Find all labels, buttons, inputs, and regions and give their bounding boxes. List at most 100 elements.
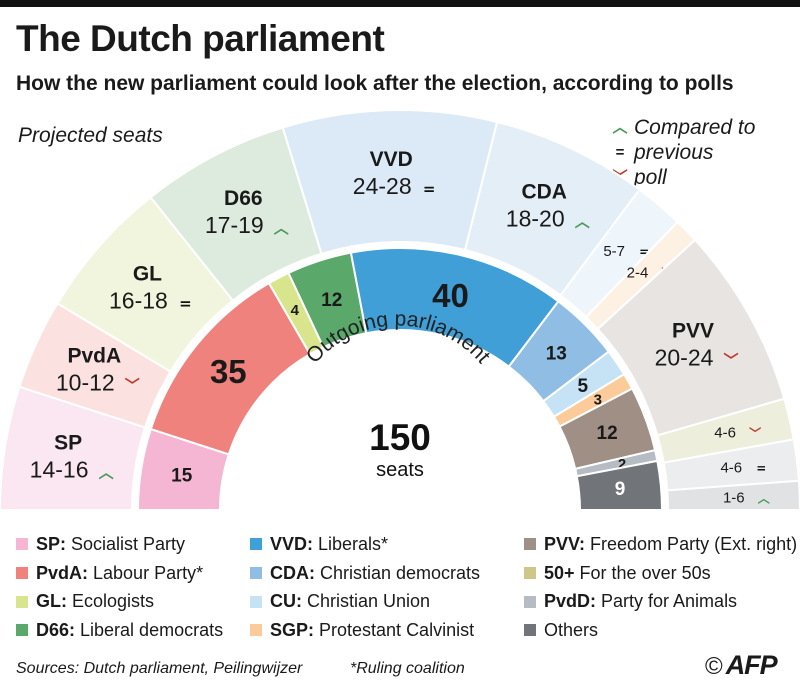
legend-item-christian-democrats: CDA: Christian democrats <box>250 559 480 588</box>
legend-abbr: CU: <box>270 591 302 612</box>
outgoing-seats-sgp: 3 <box>594 392 602 409</box>
legend-item-others: Others <box>524 616 797 645</box>
equals-icon: = <box>615 144 625 161</box>
projected-party-cda: CDA <box>521 181 567 204</box>
outgoing-seats-cu: 5 <box>578 376 589 397</box>
comparison-same-text: previous <box>634 141 714 164</box>
legend-swatch <box>524 567 536 580</box>
projected-range-pvv: 20-24 <box>655 345 714 371</box>
legend-swatch <box>524 538 536 551</box>
legend-label: Christian democrats <box>320 562 481 583</box>
trend-down-icon: ﹀ <box>723 352 738 370</box>
projected-range-d66: 17-19 <box>205 212 264 238</box>
comparison-up-text: Compared to <box>634 116 756 139</box>
total-seats-unit: seats <box>376 459 424 481</box>
chart-title: The Dutch parliament <box>16 18 385 59</box>
legend-abbr: PvdD: <box>544 591 597 612</box>
projected-range-gl: 16-18 <box>109 287 168 313</box>
outgoing-seats-d66: 12 <box>321 290 342 311</box>
outgoing-seats-pvda: 35 <box>210 353 247 390</box>
outgoing-segment-others <box>575 459 664 511</box>
legend-swatch <box>524 595 536 608</box>
legend-item-freedom-party-ext-right: PVV: Freedom Party (Ext. right) <box>524 530 797 559</box>
legend-label: Socialist Party <box>71 533 186 554</box>
trend-up-icon: ︿ <box>758 492 770 506</box>
projected-range-sgp: 2-4 <box>627 265 649 282</box>
trend-same-icon: = <box>423 180 436 198</box>
projected-seats-label: Projected seats <box>18 124 163 147</box>
legend-item-party-for-animals: PvdD: Party for Animals <box>524 587 797 616</box>
projected-party-pvv: PVV <box>672 320 714 343</box>
legend-column-3: PVV: Freedom Party (Ext. right) 50+ For the… <box>524 530 797 645</box>
afp-logo: © AFP <box>705 650 778 681</box>
projected-range-cu: 5-7 <box>603 243 625 260</box>
legend-label: Protestant Calvinist <box>319 619 475 640</box>
outgoing-seats-cda: 13 <box>546 344 567 365</box>
legend-swatch <box>250 567 262 580</box>
projected-party-vvd: VVD <box>370 148 413 171</box>
legend-item-for-the-over-50s: 50+ For the over 50s <box>524 559 797 588</box>
chevron-up-icon: ︿ <box>612 119 628 136</box>
legend-item-ecologists: GL: Ecologists <box>16 587 223 616</box>
trend-down-icon: ﹀ <box>749 427 761 441</box>
projected-party-gl: GL <box>133 262 162 285</box>
projected-range-sp: 14-16 <box>30 457 89 483</box>
legend-abbr: PvdA: <box>36 562 89 583</box>
legend-abbr: SP: <box>36 533 67 554</box>
legend-abbr: 50+ <box>544 562 575 583</box>
trend-same-icon: = <box>639 245 649 259</box>
projected-party-sp: SP <box>54 432 82 455</box>
comparison-down-text: poll <box>634 166 667 189</box>
trend-up-icon: ︿ <box>274 219 289 237</box>
legend-label: Party for Animals <box>601 591 738 612</box>
legend-label: Ecologists <box>72 591 155 612</box>
legend-label: Others <box>544 619 599 640</box>
afp-wordmark: AFP <box>725 650 778 680</box>
projected-range-pvdd: 4-6 <box>720 460 742 477</box>
legend-item-liberal-democrats: D66: Liberal democrats <box>16 616 223 645</box>
outgoing-seats-pvv: 12 <box>597 423 618 444</box>
projected-range-others: 1-6 <box>723 490 745 507</box>
trend-same-icon: = <box>756 462 766 476</box>
trend-up-icon: ︿ <box>99 464 114 482</box>
legend-abbr: GL: <box>36 591 67 612</box>
legend-swatch <box>250 595 262 608</box>
trend-same-icon: = <box>179 294 192 312</box>
sources-note: Sources: Dutch parliament, Peilingwijzer <box>16 660 303 677</box>
copyright-symbol: © <box>705 653 723 680</box>
legend-swatch <box>524 624 536 637</box>
legend-label: Christian Union <box>307 591 431 612</box>
legend-abbr: PVV: <box>544 533 586 554</box>
legend-column-2: VVD: Liberals* CDA: Christian democrats CU: C… <box>250 530 480 645</box>
legend-swatch <box>16 538 28 551</box>
projected-party-d66: D66 <box>224 187 263 210</box>
outgoing-seats-gl: 4 <box>291 302 300 319</box>
legend-item-protestant-calvinist: SGP: Protestant Calvinist <box>250 616 480 645</box>
legend-abbr: VVD: <box>270 533 314 554</box>
coalition-note: *Ruling coalition <box>350 660 465 677</box>
legend-item-christian-union: CU: Christian Union <box>250 587 480 616</box>
legend-label: Liberal democrats <box>80 619 224 640</box>
legend-item-liberals: VVD: Liberals* <box>250 530 480 559</box>
legend-label: Liberals* <box>318 533 389 554</box>
legend-swatch <box>16 595 28 608</box>
trend-down-icon: ﹀ <box>125 377 140 395</box>
legend-abbr: SGP: <box>270 619 315 640</box>
legend-column-1: SP: Socialist Party PvdA: Labour Party* GL: E… <box>16 530 223 645</box>
legend-abbr: D66: <box>36 619 76 640</box>
projected-range-cda: 18-20 <box>506 206 565 232</box>
chart-subtitle: How the new parliament could look after … <box>16 72 734 95</box>
projected-range-50plus: 4-6 <box>714 425 736 442</box>
outgoing-seats-sp: 15 <box>171 465 193 486</box>
legend-swatch <box>250 624 262 637</box>
legend-swatch <box>16 567 28 580</box>
outgoing-seats-others: 9 <box>615 479 626 500</box>
top-rule <box>0 0 800 7</box>
legend-item-socialist-party: SP: Socialist Party <box>16 530 223 559</box>
projected-range-pvda: 10-12 <box>56 370 115 396</box>
trend-up-icon: ︿ <box>575 213 590 231</box>
legend-label: Freedom Party (Ext. right) <box>590 533 798 554</box>
